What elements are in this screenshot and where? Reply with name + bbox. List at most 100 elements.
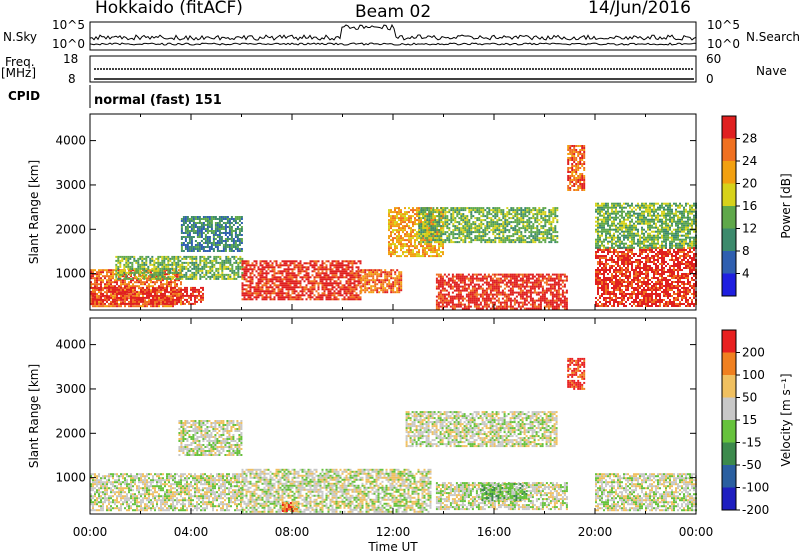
power-cell [311,264,314,267]
power-cell [265,286,268,289]
power-cell [293,290,296,293]
power-cell [163,271,166,274]
power-cell [443,273,446,276]
power-cell [518,231,521,234]
power-cell [366,275,369,278]
power-cell [400,213,402,216]
power-cell [269,280,272,283]
power-cell [224,246,227,248]
power-cell [203,261,206,264]
power-cell [323,278,326,281]
power-cell [124,302,126,305]
power-cell [194,248,197,250]
power-cell [137,267,140,270]
power-cell [481,277,484,280]
power-cell [265,266,268,269]
power-cell [406,255,408,258]
power-cell [231,271,234,274]
power-cell [102,302,104,305]
power-cell [222,248,225,250]
power-cell [283,268,286,271]
power-cell [404,239,406,242]
power-cell [364,289,367,292]
power-cell [464,221,467,224]
power-cell [382,285,385,288]
power-cell [554,211,557,214]
power-cell [120,302,122,305]
power-cell [440,219,443,222]
power-cell [164,305,166,308]
power-cell [120,288,122,291]
power-cell [390,271,393,274]
power-cell [552,229,555,232]
power-cell [146,291,148,294]
power-cell [518,235,521,238]
power-cell [126,302,128,305]
power-cell [517,287,520,290]
power-cell [455,295,458,298]
power-cell [469,291,472,294]
power-cell [329,296,332,299]
power-cell [485,295,488,298]
power-cell [388,251,390,254]
power-cell [436,251,438,254]
power-cell [297,286,300,289]
power-cell [214,242,217,244]
power-cell [418,255,420,258]
power-cell [339,282,342,285]
power-cell [418,243,420,246]
power-cell [482,209,485,212]
power-cell [519,285,522,288]
power-cell [422,227,425,230]
power-cell [471,301,474,304]
power-cell [362,285,365,288]
power-cell [456,211,459,214]
power-cell [325,296,328,299]
power-cell [195,259,198,262]
power-cell [198,216,201,218]
power-cell [446,239,449,242]
power-cell [265,278,268,281]
power-region [360,269,403,294]
power-cell [475,307,478,310]
power-cell [428,231,430,234]
power-cell [200,294,202,297]
power-cell [410,235,412,238]
power-cell [315,268,318,271]
power-cell [186,244,189,246]
power-cell [478,211,481,214]
power-cell [485,277,488,280]
power-cell [540,233,543,236]
power-cell [175,257,178,260]
power-cell [213,257,216,260]
power-cell [229,277,232,280]
power-cell [515,307,518,310]
power-cell [315,290,318,293]
power-cell [215,257,218,260]
power-cell [257,278,260,281]
power-cell [127,259,130,262]
power-cell [313,282,316,285]
power-cell [430,223,432,226]
power-cell [116,288,118,291]
power-cell [180,242,183,244]
power-cell [235,273,238,276]
power-cell [265,292,268,295]
power-cell [396,229,398,232]
power-cell [396,223,398,226]
power-cell [517,305,520,308]
power-cell [148,292,150,295]
power-cell [167,259,170,262]
power-cell [325,288,328,291]
power-cell [460,231,463,234]
power-cell [106,269,108,272]
power-cell [221,277,224,280]
power-cell [129,257,132,260]
power-cell [426,215,429,218]
power-cell [337,268,340,271]
power-cell [253,292,256,295]
power-cell [269,294,272,297]
power-cell [110,271,112,274]
power-cell [464,225,467,228]
power-cell [229,257,232,260]
